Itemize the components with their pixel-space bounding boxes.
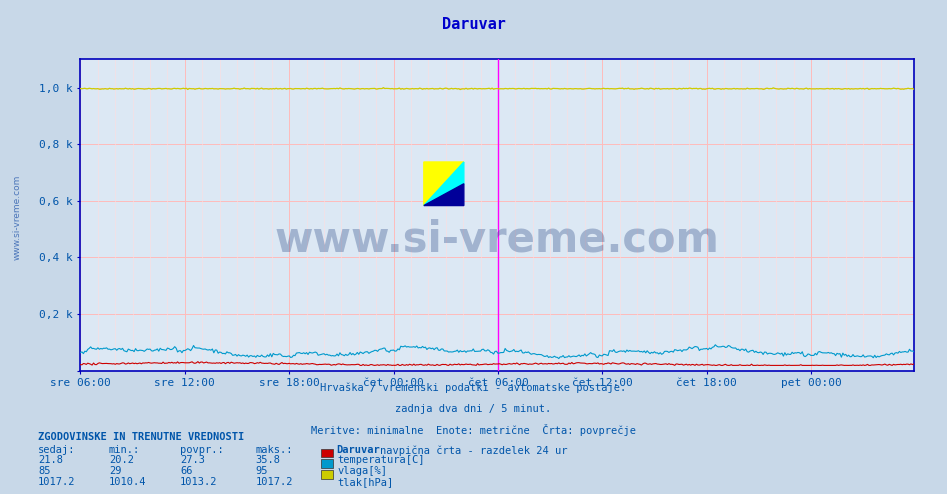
Text: 1010.4: 1010.4 [109,477,147,487]
Polygon shape [424,184,464,206]
Text: 29: 29 [109,466,121,476]
Text: min.:: min.: [109,445,140,454]
Text: ZGODOVINSKE IN TRENUTNE VREDNOSTI: ZGODOVINSKE IN TRENUTNE VREDNOSTI [38,432,244,442]
Text: 85: 85 [38,466,50,476]
Text: 1017.2: 1017.2 [38,477,76,487]
Text: Hrvaška / vremenski podatki - avtomatske postaje.: Hrvaška / vremenski podatki - avtomatske… [320,383,627,393]
Text: 35.8: 35.8 [256,455,280,465]
Text: temperatura[C]: temperatura[C] [337,455,424,465]
Text: 1013.2: 1013.2 [180,477,218,487]
Polygon shape [424,162,464,206]
Text: 66: 66 [180,466,192,476]
Text: 95: 95 [256,466,268,476]
Text: 20.2: 20.2 [109,455,134,465]
Text: 21.8: 21.8 [38,455,63,465]
Text: www.si-vreme.com: www.si-vreme.com [275,219,720,261]
Text: tlak[hPa]: tlak[hPa] [337,477,393,487]
Text: maks.:: maks.: [256,445,294,454]
Text: Daruvar: Daruvar [336,445,380,454]
Text: zadnja dva dni / 5 minut.: zadnja dva dni / 5 minut. [396,404,551,413]
Text: povpr.:: povpr.: [180,445,223,454]
Text: Meritve: minimalne  Enote: metrične  Črta: povprečje: Meritve: minimalne Enote: metrične Črta:… [311,424,636,436]
Text: sedaj:: sedaj: [38,445,76,454]
Text: Daruvar: Daruvar [441,17,506,32]
Text: 1017.2: 1017.2 [256,477,294,487]
Text: vlaga[%]: vlaga[%] [337,466,387,476]
Text: 27.3: 27.3 [180,455,205,465]
Text: www.si-vreme.com: www.si-vreme.com [12,175,22,260]
Text: navpična črta - razdelek 24 ur: navpična črta - razdelek 24 ur [380,445,567,455]
Polygon shape [424,162,464,206]
